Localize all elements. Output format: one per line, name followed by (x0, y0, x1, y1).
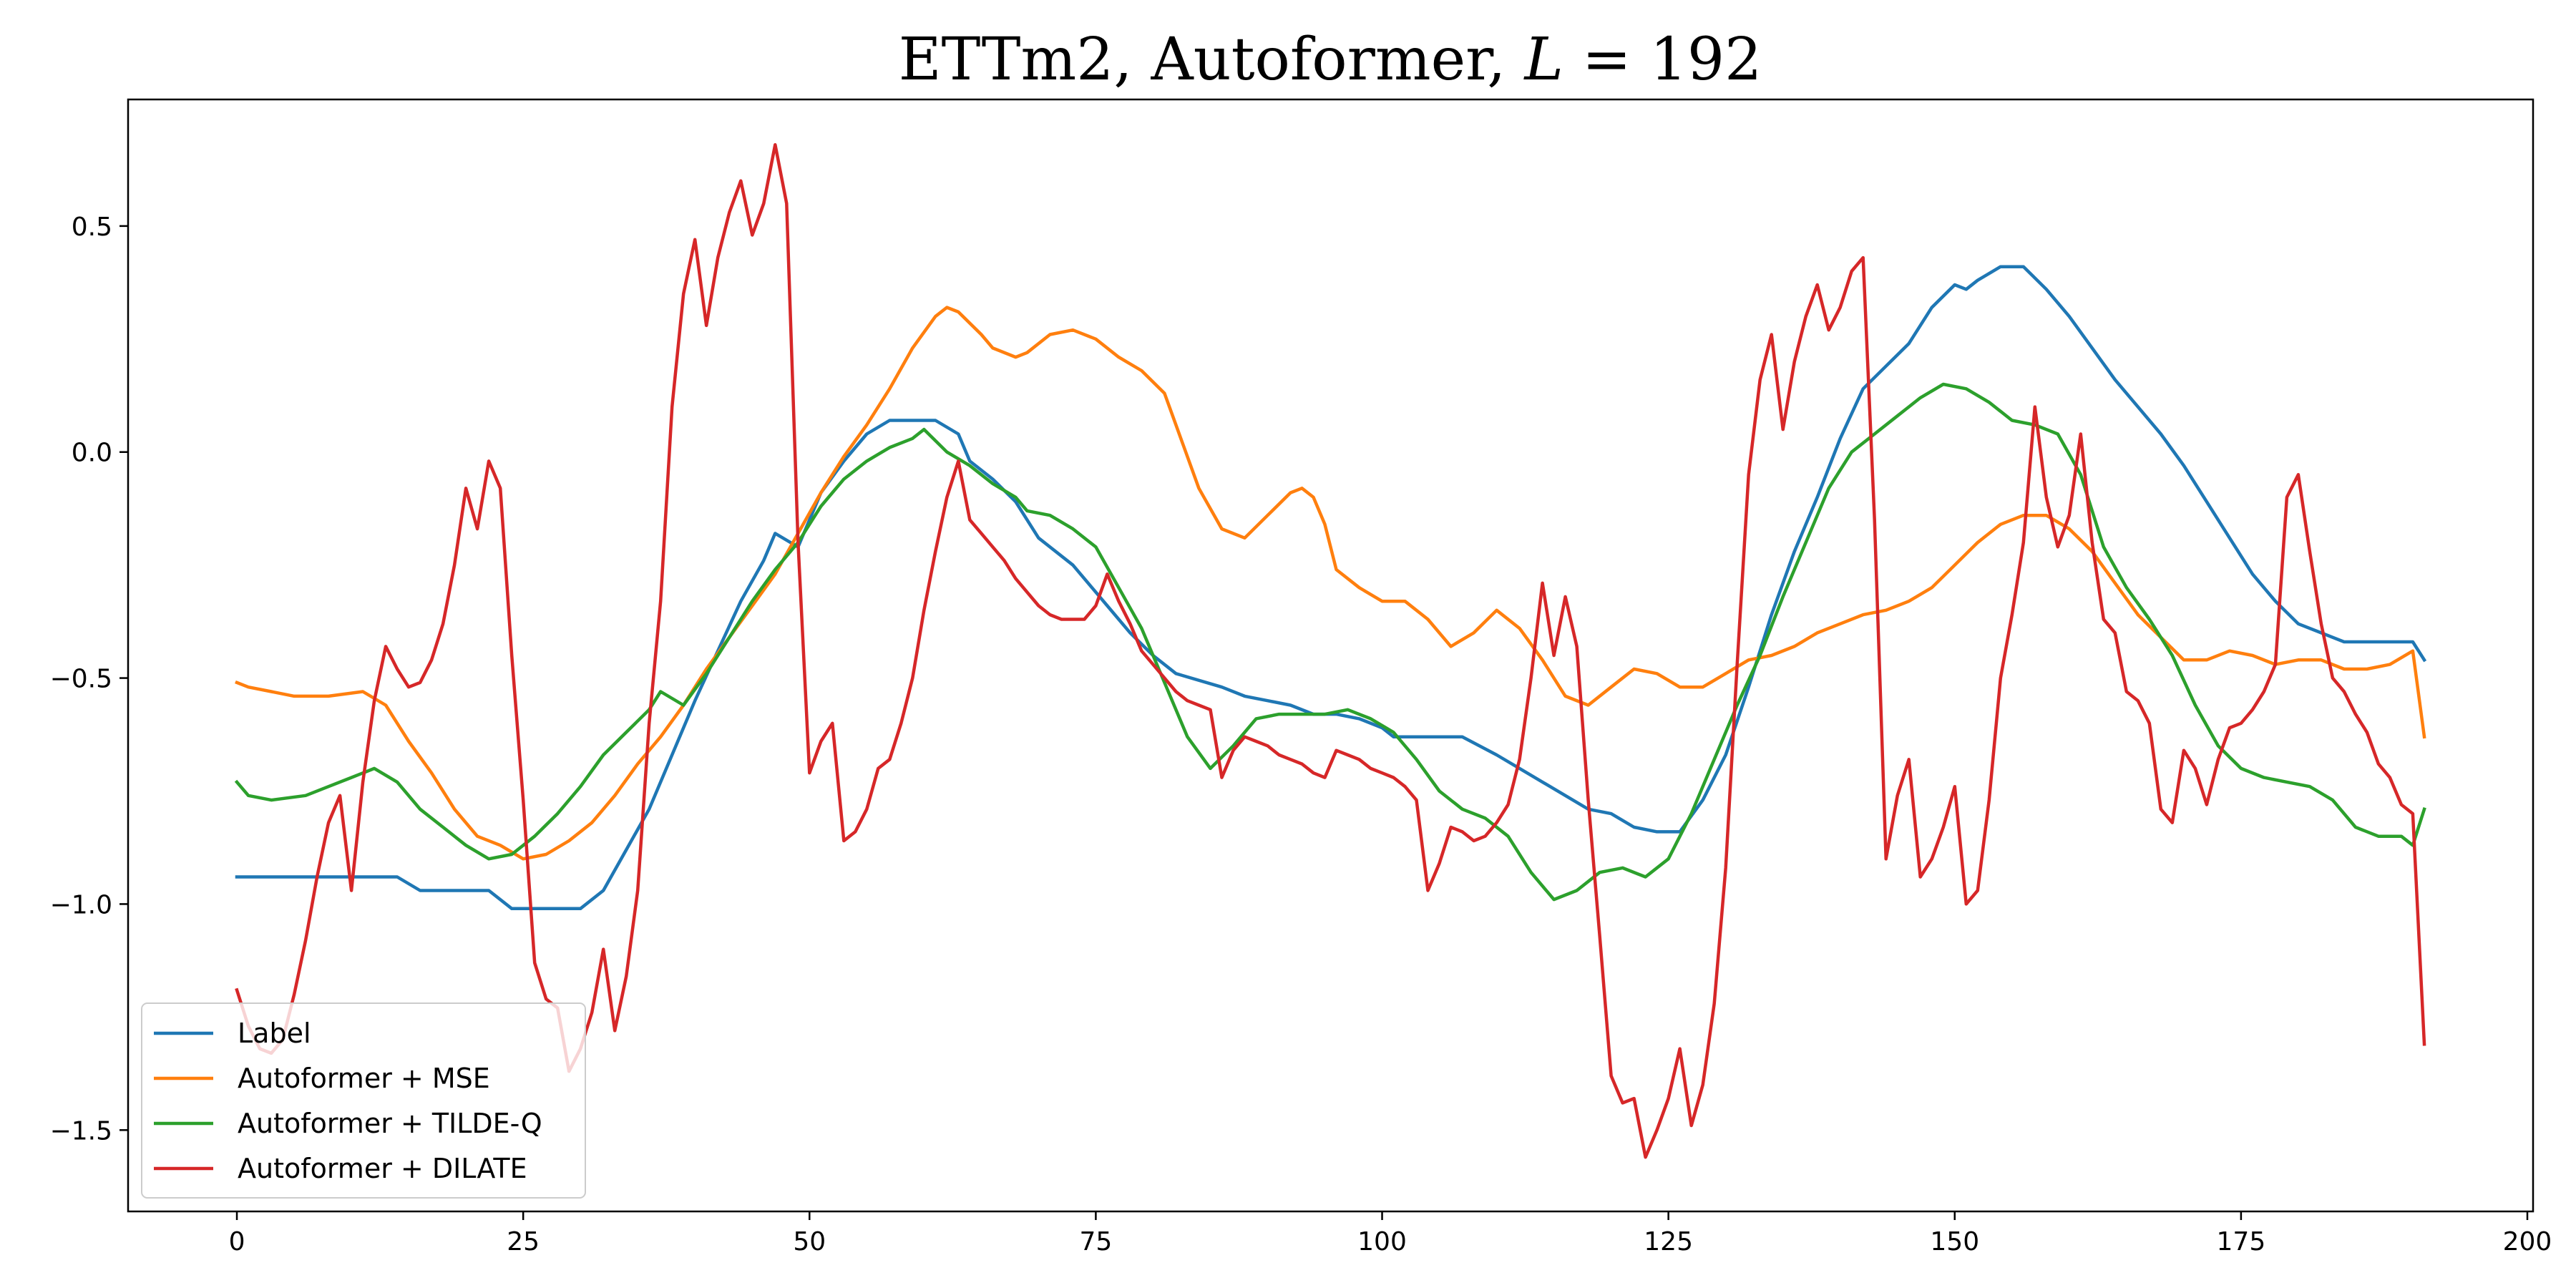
x-tick-label: 150 (1930, 1227, 1979, 1257)
series-line-2 (235, 306, 2426, 861)
y-tick-label: 0.5 (72, 213, 112, 242)
y-tick-label: −1.0 (50, 890, 112, 919)
series-layer (234, 142, 2427, 1159)
series-line-3 (234, 382, 2426, 902)
x-tick-label: 125 (1644, 1227, 1693, 1257)
x-tick-label: 100 (1357, 1227, 1407, 1257)
legend: Label Autoformer + MSE Autoformer + TILDE-… (141, 1002, 586, 1199)
series-line-1 (235, 265, 2427, 911)
x-tick-label: 25 (507, 1227, 540, 1257)
legend-label: Autoformer + DILATE (238, 1153, 527, 1184)
y-tick-label: 0.0 (72, 439, 112, 468)
series-line-4 (235, 142, 2426, 1159)
chart-title: ETTm2, Autoformer, L = 192 (899, 26, 1762, 94)
x-tick-label: 200 (2503, 1227, 2552, 1257)
legend-label: Autoformer + MSE (238, 1063, 490, 1094)
x-tick-label: 75 (1079, 1227, 1112, 1257)
legend-label: Autoformer + TILDE-Q (238, 1108, 542, 1139)
y-tick-label: −1.5 (50, 1116, 112, 1146)
x-tick-label: 0 (229, 1227, 245, 1257)
plot-frame (127, 98, 2534, 1213)
legend-label: Label (238, 1018, 311, 1049)
y-tick-label: −0.5 (50, 665, 112, 694)
axes-layer: 0 25 50 75 100 125 150 175 200 0.5 0.0 −0.5 −1.0 −1.5 (50, 98, 2552, 1257)
x-tick-label: 50 (793, 1227, 826, 1257)
x-tick-label: 175 (2217, 1227, 2266, 1257)
legend-box (141, 1002, 586, 1199)
